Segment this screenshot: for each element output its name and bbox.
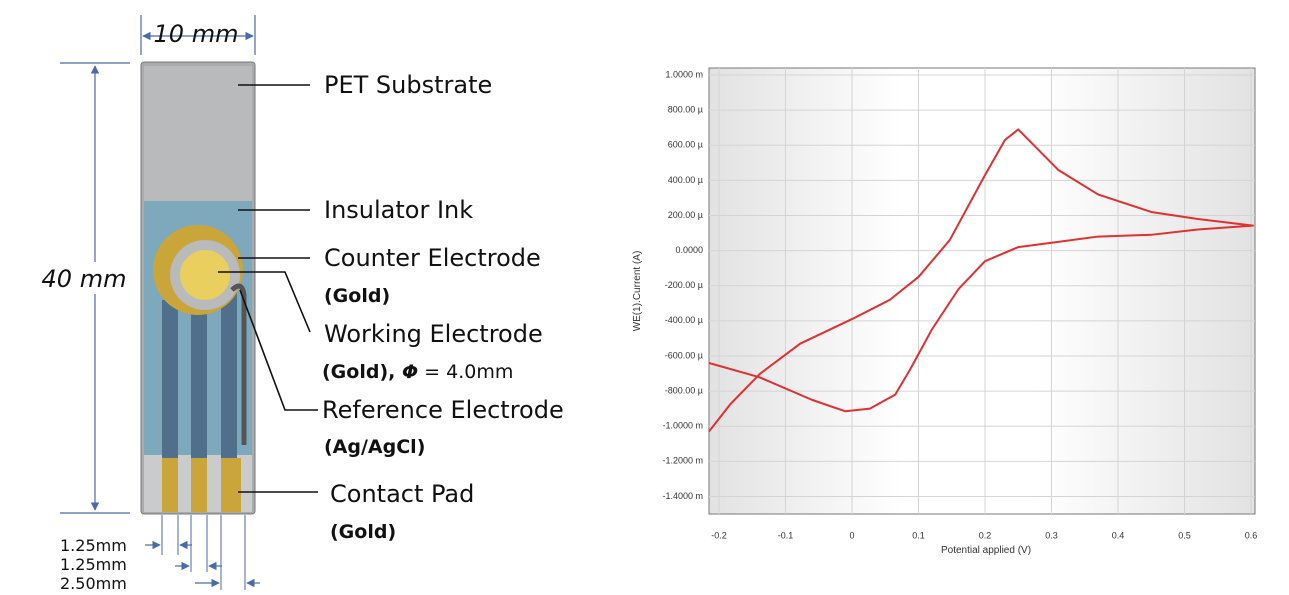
leader [218, 271, 311, 333]
y-axis-title: WE(1).Current (A) [632, 251, 643, 332]
y-tick-label: -400.00 µ [665, 315, 703, 325]
width-label: 10 mm [154, 20, 239, 48]
leader [239, 289, 318, 411]
contact-pad [191, 458, 207, 512]
electrode-diagram: 10 mm 40 mm PET Substrate Insulator Ink … [40, 15, 564, 593]
x-tick-label: 0.5 [1178, 530, 1191, 540]
working-electrode [180, 250, 230, 300]
x-tick-label: 0.3 [1045, 530, 1058, 540]
x-tick-label: 0 [849, 530, 854, 540]
plot-area [708, 67, 1256, 515]
label: Reference Electrode [322, 396, 564, 424]
contact-pad [221, 458, 241, 512]
y-tick-label: -1.0000 m [662, 421, 703, 431]
data-line [708, 128, 1254, 433]
x-tick-label: 0.1 [912, 530, 925, 540]
track [221, 290, 237, 512]
reference-electrode [230, 283, 247, 445]
label-part: = 4.0mm [418, 361, 513, 383]
x-tick-label: 0.2 [979, 530, 992, 540]
x-tick-label: -0.1 [778, 530, 794, 540]
y-tick-label: 400.00 µ [668, 175, 703, 185]
label: Counter Electrode [324, 244, 541, 272]
dimension-label: 1.25mm [60, 536, 127, 555]
y-tick-label: 800.00 µ [668, 105, 703, 115]
dimension-label: 1.25mm [60, 555, 127, 574]
y-tick-label: 200.00 µ [668, 210, 703, 220]
label: (Ag/AgCl) [324, 436, 425, 458]
dimension-label: 2.50mm [60, 574, 127, 593]
height-label: 40 mm [42, 265, 127, 293]
label-bg [40, 262, 130, 294]
y-tick-label: 0.0000 [675, 245, 703, 255]
label: (Gold), Φ = 4.0mm [322, 361, 513, 383]
label: (Gold) [324, 285, 390, 307]
y-tick-label: -1.2000 m [662, 456, 703, 466]
label-part: (Gold), [322, 361, 402, 383]
contact-pad [162, 458, 178, 512]
label-part: Φ [402, 361, 418, 383]
y-tick-label: 600.00 µ [668, 140, 703, 150]
x-axis-title: Potential applied (V) [941, 545, 1031, 556]
x-tick-label: 0.4 [1112, 530, 1125, 540]
label: Contact Pad [330, 480, 474, 508]
y-tick-label: -1.4000 m [662, 491, 703, 501]
y-tick-label: -200.00 µ [665, 280, 703, 290]
label: Working Electrode [324, 320, 543, 348]
label: Insulator Ink [324, 196, 473, 224]
x-tick-label: 0.6 [1245, 530, 1258, 540]
y-tick-label: -600.00 µ [665, 350, 703, 360]
label: PET Substrate [324, 71, 492, 99]
label: (Gold) [330, 521, 396, 543]
chart: Potential applied (V) WE(1).Current (A) … [632, 67, 1258, 556]
pitch-lines [145, 515, 260, 590]
x-tick-label: -0.2 [711, 530, 727, 540]
pet-substrate [144, 66, 252, 201]
y-tick-label: -800.00 µ [665, 385, 703, 395]
y-tick-label: 1.0000 m [665, 69, 703, 79]
